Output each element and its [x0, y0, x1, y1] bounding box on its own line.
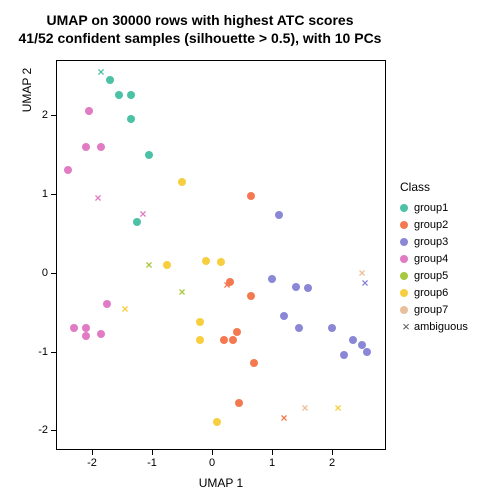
x-tick	[332, 450, 333, 455]
y-tick-label: -2	[28, 424, 48, 436]
data-point	[217, 258, 225, 266]
legend-label: group7	[414, 304, 448, 316]
x-tick-label: 1	[269, 457, 275, 469]
legend-item: group7	[400, 302, 468, 318]
umap-scatter-chart: UMAP on 30000 rows with highest ATC scor…	[0, 0, 504, 504]
data-point	[64, 166, 72, 174]
y-tick	[51, 352, 56, 353]
x-tick	[272, 450, 273, 455]
data-point	[304, 284, 312, 292]
data-point	[196, 318, 204, 326]
x-axis-label: UMAP 1	[56, 476, 386, 490]
title-line-2: 41/52 confident samples (silhouette > 0.…	[0, 30, 400, 48]
data-point	[127, 91, 135, 99]
data-point	[250, 359, 258, 367]
data-point: ×	[333, 403, 343, 413]
data-point	[202, 257, 210, 265]
y-tick	[51, 115, 56, 116]
data-point	[295, 324, 303, 332]
legend-swatch	[400, 204, 408, 212]
legend: Class group1 group2 group3 group4 group5 grou…	[400, 180, 468, 336]
data-point	[97, 330, 105, 338]
legend-label: group5	[414, 270, 448, 282]
legend-title: Class	[400, 180, 468, 194]
y-tick-label: -1	[28, 346, 48, 358]
legend-label: group1	[414, 202, 448, 214]
data-point	[233, 328, 241, 336]
data-point	[178, 178, 186, 186]
x-tick-label: -2	[87, 457, 97, 469]
title-line-1: UMAP on 30000 rows with highest ATC scor…	[0, 12, 400, 30]
data-point: ×	[177, 287, 187, 297]
x-tick	[92, 450, 93, 455]
data-point	[280, 312, 288, 320]
x-tick-label: 2	[329, 457, 335, 469]
legend-swatch	[400, 255, 408, 263]
data-point: ×	[120, 304, 130, 314]
data-point	[82, 332, 90, 340]
plot-area	[56, 60, 386, 450]
data-point	[213, 418, 221, 426]
y-tick	[51, 273, 56, 274]
data-point	[70, 324, 78, 332]
data-point	[106, 76, 114, 84]
legend-swatch	[400, 238, 408, 246]
data-point	[292, 283, 300, 291]
x-tick	[212, 450, 213, 455]
data-point	[349, 336, 357, 344]
data-point	[268, 275, 276, 283]
y-tick	[51, 430, 56, 431]
legend-item: group4	[400, 251, 468, 267]
data-point	[328, 324, 336, 332]
legend-item: group5	[400, 268, 468, 284]
x-tick-label: 0	[209, 457, 215, 469]
data-point: ×	[96, 67, 106, 77]
data-point	[82, 324, 90, 332]
data-point	[275, 211, 283, 219]
legend-swatch	[400, 289, 408, 297]
data-point	[229, 336, 237, 344]
legend-label: group6	[414, 287, 448, 299]
data-point	[103, 300, 111, 308]
data-point	[247, 292, 255, 300]
data-point	[220, 336, 228, 344]
data-point	[196, 336, 204, 344]
data-point: ×	[222, 280, 232, 290]
data-point: ×	[300, 403, 310, 413]
data-point	[85, 107, 93, 115]
legend-swatch	[400, 272, 408, 280]
chart-title: UMAP on 30000 rows with highest ATC scor…	[0, 12, 400, 47]
data-point	[82, 143, 90, 151]
data-point: ×	[144, 260, 154, 270]
y-axis-label: UMAP 2	[20, 0, 34, 285]
legend-item: group2	[400, 217, 468, 233]
legend-item: group3	[400, 234, 468, 250]
data-point: ×	[279, 413, 289, 423]
data-point: ×	[357, 268, 367, 278]
legend-label: group4	[414, 253, 448, 265]
legend-label: group3	[414, 236, 448, 248]
legend-cross-icon: ×	[400, 321, 412, 333]
legend-label: group2	[414, 219, 448, 231]
data-point	[363, 348, 371, 356]
x-tick	[152, 450, 153, 455]
data-point	[127, 115, 135, 123]
data-point	[163, 261, 171, 269]
legend-item: ×ambiguous	[400, 319, 468, 335]
legend-item: group1	[400, 200, 468, 216]
data-point	[340, 351, 348, 359]
data-point: ×	[138, 209, 148, 219]
legend-item: group6	[400, 285, 468, 301]
data-point	[97, 143, 105, 151]
x-tick-label: -1	[147, 457, 157, 469]
data-point	[145, 151, 153, 159]
legend-swatch	[400, 306, 408, 314]
y-tick	[51, 194, 56, 195]
data-point	[247, 192, 255, 200]
legend-swatch	[400, 221, 408, 229]
data-point	[115, 91, 123, 99]
legend-label: ambiguous	[414, 321, 468, 333]
data-point	[235, 399, 243, 407]
data-point: ×	[93, 193, 103, 203]
